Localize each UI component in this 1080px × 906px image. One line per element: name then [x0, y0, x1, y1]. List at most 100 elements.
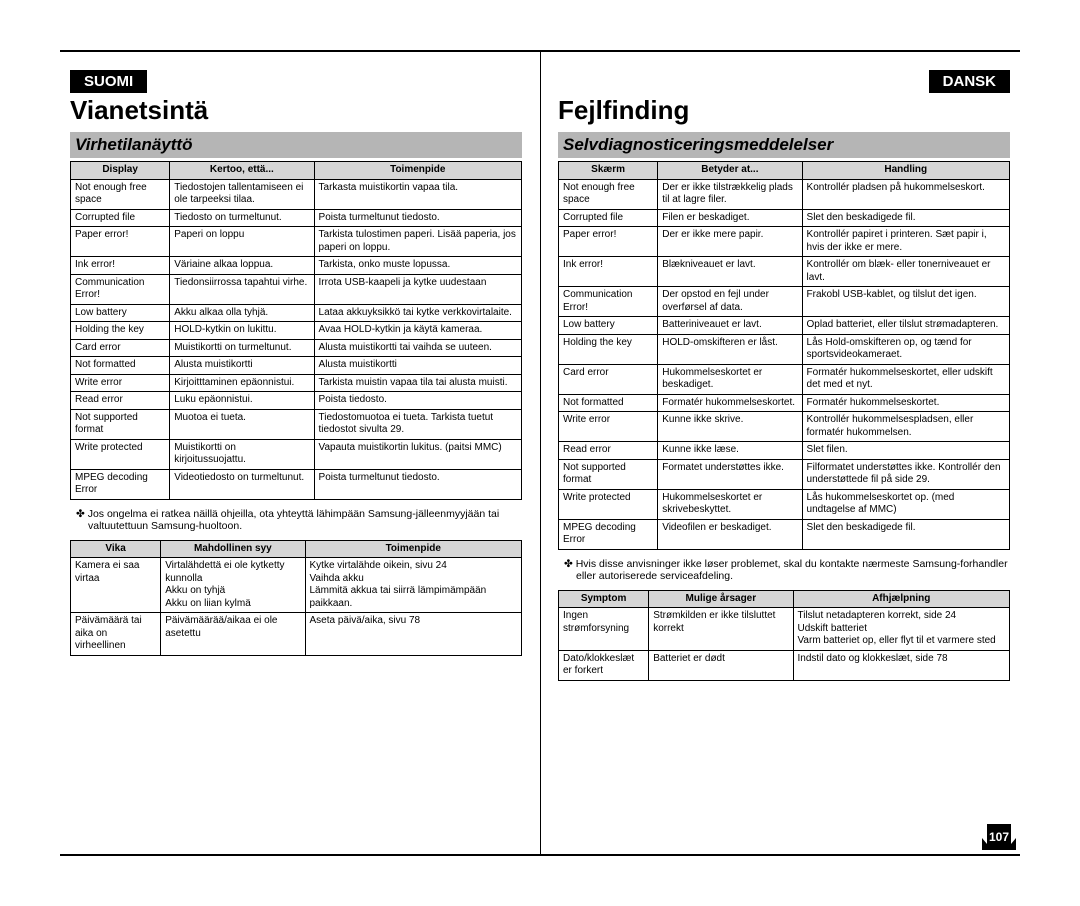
td: Tarkista, onko muste lopussa. — [314, 257, 521, 275]
table-row: Not formattedFormatér hukommelseskortet.… — [559, 394, 1010, 412]
table-row: Not supported formatMuotoa ei tueta.Tied… — [71, 409, 522, 439]
table-row: Ingen strømforsyningStrømkilden er ikke … — [559, 608, 1010, 651]
th: Mahdollinen syy — [161, 540, 305, 558]
table-row: Not enough free spaceTiedostojen tallent… — [71, 179, 522, 209]
td: Poista turmeltunut tiedosto. — [314, 209, 521, 227]
symptoms-table-left: Vika Mahdollinen syy Toimenpide Kamera e… — [70, 540, 522, 656]
td: Virtalähdettä ei ole kytketty kunnolla A… — [161, 558, 305, 613]
td: Muotoa ei tueta. — [170, 409, 314, 439]
table-row: Ink error!Blækniveauet er lavt.Kontrollé… — [559, 257, 1010, 287]
td: Dato/klokkeslæt er forkert — [559, 650, 649, 680]
td: Not supported format — [71, 409, 170, 439]
td: Filformatet understøttes ikke. Kontrollé… — [802, 459, 1009, 489]
td: Slet den beskadigede fil. — [802, 519, 1009, 549]
table-row: Communication Error!Der opstod en fejl u… — [559, 287, 1010, 317]
errors-table-right: Skærm Betyder at... Handling Not enough … — [558, 161, 1010, 550]
td: Hukommelseskortet er beskadiget. — [658, 364, 802, 394]
td: Alusta muistikortti tai vaihda se uuteen… — [314, 339, 521, 357]
td: Write protected — [559, 489, 658, 519]
td: Kontrollér om blæk- eller tonerniveauet … — [802, 257, 1009, 287]
page-number-badge: 107 — [982, 824, 1016, 850]
td: Väriaine alkaa loppua. — [170, 257, 314, 275]
td: Communication Error! — [71, 274, 170, 304]
table-header-row: Symptom Mulige årsager Afhjælpning — [559, 590, 1010, 608]
td: HOLD-omskifteren er låst. — [658, 334, 802, 364]
td: Poista turmeltunut tiedosto. — [314, 469, 521, 499]
td: Formatér hukommelseskortet, eller udskif… — [802, 364, 1009, 394]
page-title-right: Fejlfinding — [558, 95, 1010, 126]
td: Batteriet er dødt — [649, 650, 793, 680]
td: Write error — [71, 374, 170, 392]
table-row: Write errorKunne ikke skrive.Kontrollér … — [559, 412, 1010, 442]
td: Muistikortti on kirjoitussuojattu. — [170, 439, 314, 469]
th: Handling — [802, 162, 1009, 180]
table-row: Päivämäärä tai aika on virheellinenPäivä… — [71, 613, 522, 656]
td: Kunne ikke læse. — [658, 442, 802, 460]
td: Formatet understøttes ikke. — [658, 459, 802, 489]
td: Corrupted file — [559, 209, 658, 227]
td: Hukommelseskortet er skrivebeskyttet. — [658, 489, 802, 519]
table-row: Low batteryBatteriniveauet er lavt.Oplad… — [559, 317, 1010, 335]
td: Holding the key — [559, 334, 658, 364]
td: Kamera ei saa virtaa — [71, 558, 161, 613]
lang-tab-wrap: DANSK — [558, 70, 1010, 93]
td: Strømkilden er ikke tilsluttet korrekt — [649, 608, 793, 651]
table-row: Corrupted fileFilen er beskadiget.Slet d… — [559, 209, 1010, 227]
td: Kontrollér papiret i printeren. Sæt papi… — [802, 227, 1009, 257]
table-row: Paper error!Der er ikke mere papir.Kontr… — [559, 227, 1010, 257]
td: Not supported format — [559, 459, 658, 489]
td: Tarkista muistin vapaa tila tai alusta m… — [314, 374, 521, 392]
left-column: SUOMI Vianetsintä Virhetilanäyttö Displa… — [60, 52, 540, 854]
td: Aseta päivä/aika, sivu 78 — [305, 613, 522, 656]
table-row: Dato/klokkeslæt er forkertBatteriet er d… — [559, 650, 1010, 680]
td: Low battery — [71, 304, 170, 322]
td: Not formatted — [559, 394, 658, 412]
table-row: Paper error!Paperi on loppuTarkista tulo… — [71, 227, 522, 257]
section-title-right: Selvdiagnosticeringsmeddelelser — [558, 132, 1010, 158]
td: Frakobl USB-kablet, og tilslut det igen. — [802, 287, 1009, 317]
td: Alusta muistikortti — [314, 357, 521, 375]
table-row: Not supported formatFormatet understøtte… — [559, 459, 1010, 489]
table-row: Communication Error!Tiedonsiirrossa tapa… — [71, 274, 522, 304]
td: Vapauta muistikortin lukitus. (paitsi MM… — [314, 439, 521, 469]
table-row: Card errorMuistikortti on turmeltunut.Al… — [71, 339, 522, 357]
td: Tiedosto on turmeltunut. — [170, 209, 314, 227]
td: Tarkasta muistikortin vapaa tila. — [314, 179, 521, 209]
table-row: Kamera ei saa virtaaVirtalähdettä ei ole… — [71, 558, 522, 613]
td: Akku alkaa olla tyhjä. — [170, 304, 314, 322]
table-header-row: Vika Mahdollinen syy Toimenpide — [71, 540, 522, 558]
lang-tab-left: SUOMI — [70, 70, 147, 93]
td: Päivämäärä tai aika on virheellinen — [71, 613, 161, 656]
td: Batteriniveauet er lavt. — [658, 317, 802, 335]
td: Kunne ikke skrive. — [658, 412, 802, 442]
td: Not formatted — [71, 357, 170, 375]
td: Tarkista tulostimen paperi. Lisää paperi… — [314, 227, 521, 257]
td: Tiedonsiirrossa tapahtui virhe. — [170, 274, 314, 304]
td: Kontrollér pladsen på hukommelseskort. — [802, 179, 1009, 209]
th: Display — [71, 162, 170, 180]
table-header-row: Skærm Betyder at... Handling — [559, 162, 1010, 180]
page-number: 107 — [987, 824, 1011, 850]
td: HOLD-kytkin on lukittu. — [170, 322, 314, 340]
lang-tab-right: DANSK — [929, 70, 1010, 93]
td: Videotiedosto on turmeltunut. — [170, 469, 314, 499]
td: Blækniveauet er lavt. — [658, 257, 802, 287]
table-row: Low batteryAkku alkaa olla tyhjä.Lataa a… — [71, 304, 522, 322]
td: Lås Hold-omskifteren op, og tænd for spo… — [802, 334, 1009, 364]
td: Paper error! — [559, 227, 658, 257]
td: Holding the key — [71, 322, 170, 340]
td: Paperi on loppu — [170, 227, 314, 257]
td: Indstil dato og klokkeslæt, side 78 — [793, 650, 1010, 680]
td: Irrota USB-kaapeli ja kytke uudestaan — [314, 274, 521, 304]
td: Alusta muistikortti — [170, 357, 314, 375]
table-row: MPEG decoding ErrorVideotiedosto on turm… — [71, 469, 522, 499]
footnote-right: ✤ Hvis disse anvisninger ikke løser prob… — [576, 558, 1010, 582]
section-title-left: Virhetilanäyttö — [70, 132, 522, 158]
td: Not enough free space — [559, 179, 658, 209]
th: Kertoo, että... — [170, 162, 314, 180]
td: MPEG decoding Error — [559, 519, 658, 549]
table-row: Holding the keyHOLD-kytkin on lukittu.Av… — [71, 322, 522, 340]
th: Symptom — [559, 590, 649, 608]
footnote-left: ✤ Jos ongelma ei ratkea näillä ohjeilla,… — [88, 508, 522, 532]
table-row: Read errorKunne ikke læse.Slet filen. — [559, 442, 1010, 460]
